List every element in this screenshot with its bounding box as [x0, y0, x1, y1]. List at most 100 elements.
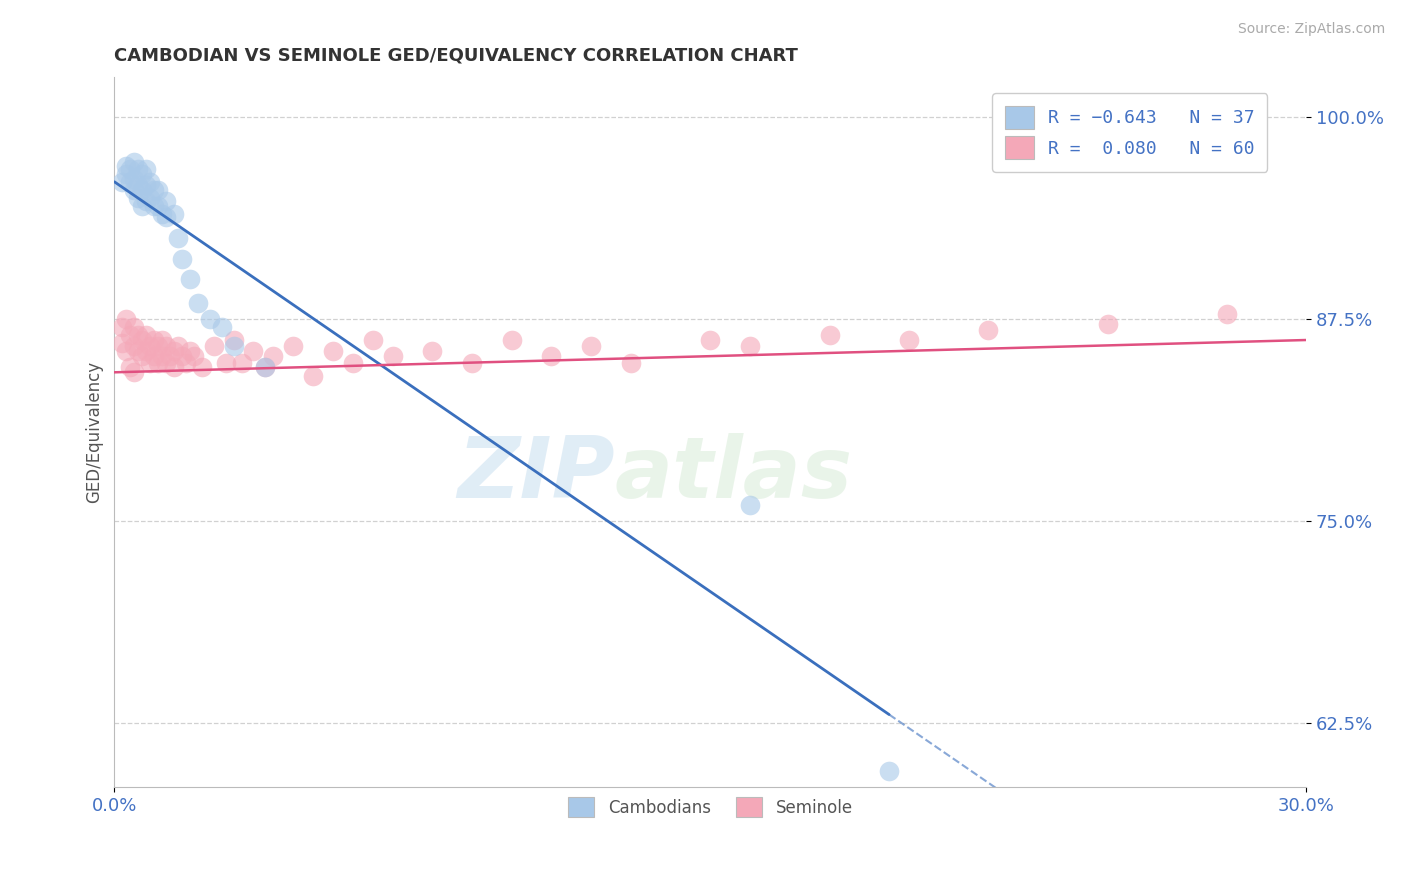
Point — [579, 339, 602, 353]
Point — [322, 344, 344, 359]
Point — [115, 159, 138, 173]
Point — [738, 498, 761, 512]
Point — [977, 323, 1000, 337]
Point — [170, 252, 193, 267]
Point — [139, 175, 162, 189]
Text: atlas: atlas — [614, 434, 853, 516]
Point — [183, 349, 205, 363]
Text: CAMBODIAN VS SEMINOLE GED/EQUIVALENCY CORRELATION CHART: CAMBODIAN VS SEMINOLE GED/EQUIVALENCY CO… — [114, 46, 799, 64]
Point — [198, 312, 221, 326]
Point — [146, 339, 169, 353]
Point — [120, 161, 142, 176]
Point — [163, 344, 186, 359]
Point — [302, 368, 325, 383]
Point — [124, 339, 146, 353]
Point — [1216, 307, 1239, 321]
Point — [191, 360, 214, 375]
Point — [167, 231, 190, 245]
Point — [124, 183, 146, 197]
Point — [143, 349, 166, 363]
Point — [135, 194, 157, 209]
Point — [174, 356, 197, 370]
Point — [127, 344, 149, 359]
Point — [131, 167, 153, 181]
Text: Source: ZipAtlas.com: Source: ZipAtlas.com — [1237, 22, 1385, 37]
Point — [163, 207, 186, 221]
Point — [124, 155, 146, 169]
Point — [131, 183, 153, 197]
Point — [540, 349, 562, 363]
Point — [135, 344, 157, 359]
Point — [135, 328, 157, 343]
Point — [420, 344, 443, 359]
Point — [155, 339, 177, 353]
Point — [127, 328, 149, 343]
Point — [187, 296, 209, 310]
Point — [179, 271, 201, 285]
Point — [254, 360, 277, 375]
Point — [139, 191, 162, 205]
Point — [283, 339, 305, 353]
Point — [146, 199, 169, 213]
Point — [135, 161, 157, 176]
Point — [120, 328, 142, 343]
Point — [115, 344, 138, 359]
Point — [179, 344, 201, 359]
Point — [699, 333, 721, 347]
Point — [214, 356, 236, 370]
Point — [124, 320, 146, 334]
Legend: Cambodians, Seminole: Cambodians, Seminole — [560, 789, 862, 825]
Point — [127, 178, 149, 192]
Point — [150, 349, 173, 363]
Point — [170, 349, 193, 363]
Point — [143, 199, 166, 213]
Point — [262, 349, 284, 363]
Point — [738, 339, 761, 353]
Y-axis label: GED/Equivalency: GED/Equivalency — [86, 361, 103, 503]
Point — [242, 344, 264, 359]
Point — [139, 356, 162, 370]
Point — [202, 339, 225, 353]
Point — [167, 339, 190, 353]
Point — [124, 365, 146, 379]
Point — [115, 167, 138, 181]
Point — [143, 183, 166, 197]
Point — [501, 333, 523, 347]
Point — [146, 183, 169, 197]
Point — [131, 349, 153, 363]
Point — [127, 161, 149, 176]
Point — [222, 339, 245, 353]
Point — [127, 191, 149, 205]
Point — [461, 356, 484, 370]
Point — [131, 199, 153, 213]
Point — [150, 333, 173, 347]
Point — [159, 349, 181, 363]
Point — [163, 360, 186, 375]
Point — [146, 356, 169, 370]
Point — [155, 194, 177, 209]
Point — [155, 356, 177, 370]
Point — [231, 356, 253, 370]
Point — [877, 764, 900, 778]
Point — [620, 356, 643, 370]
Point — [381, 349, 404, 363]
Point — [150, 207, 173, 221]
Point — [115, 312, 138, 326]
Point — [342, 356, 364, 370]
Point — [1097, 317, 1119, 331]
Point — [155, 211, 177, 225]
Point — [222, 333, 245, 347]
Point — [361, 333, 384, 347]
Point — [111, 320, 134, 334]
Point — [254, 360, 277, 375]
Point — [120, 175, 142, 189]
Point — [111, 336, 134, 351]
Point — [120, 360, 142, 375]
Text: ZIP: ZIP — [457, 434, 614, 516]
Point — [143, 333, 166, 347]
Point — [131, 333, 153, 347]
Point — [124, 171, 146, 186]
Point — [211, 320, 233, 334]
Point — [818, 328, 841, 343]
Point — [897, 333, 920, 347]
